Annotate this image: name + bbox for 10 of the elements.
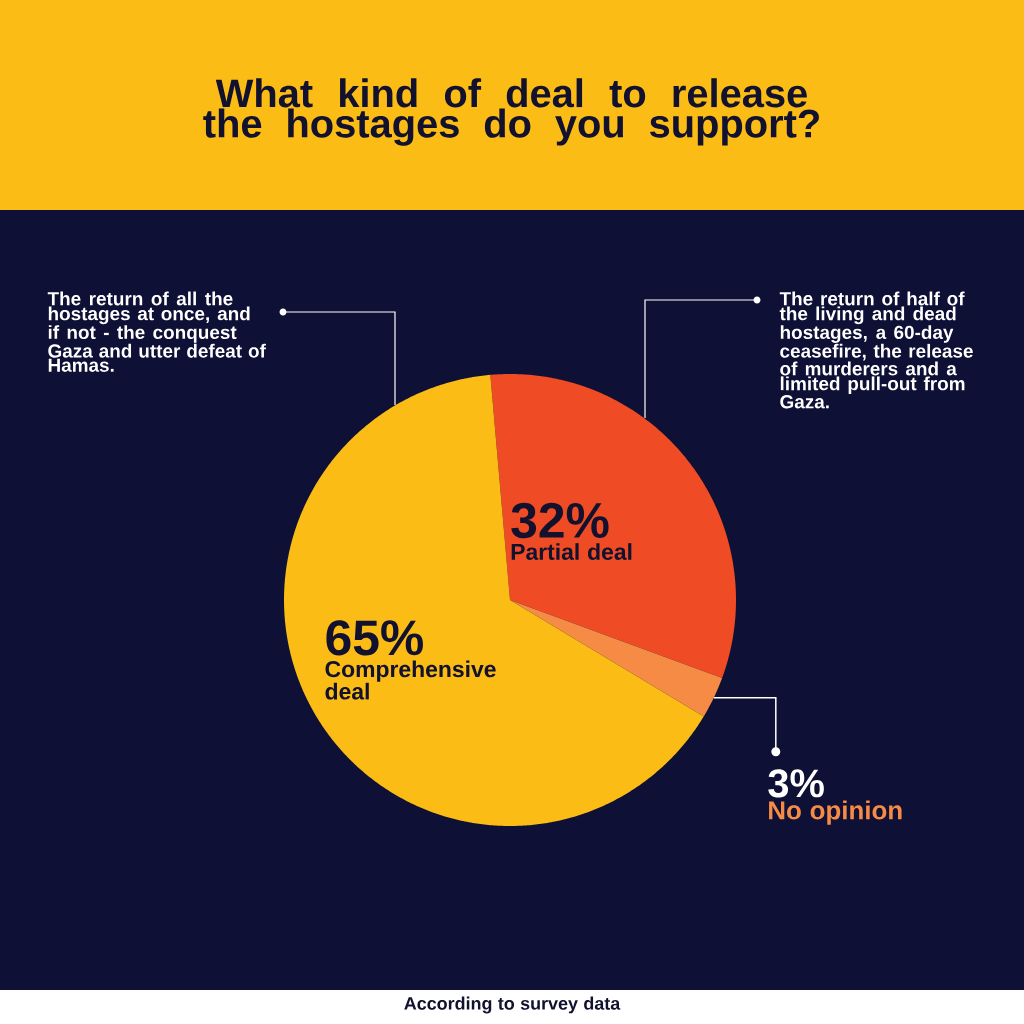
text: According to survey data: [404, 996, 621, 1014]
text: The return of all the hostages at once, and if not - the conquest Gaza and utter defeat of Hamas.: [47, 291, 266, 372]
slice-label: No opinion: [769, 800, 902, 825]
data-label: 32%: [511, 502, 609, 539]
chart-title: What kind of deal to release the hostages do you support?: [203, 78, 819, 146]
slice-label: Comprehensive deal: [325, 660, 496, 700]
data-label: 3%: [768, 769, 824, 798]
data-label: 65%: [326, 620, 423, 656]
text: The return of half of the living and dead hostages, a 60-day ceasefire, the release of murderers and a limited pull-out from Gaza.: [779, 291, 973, 409]
slice-label: Partial deal: [511, 543, 632, 560]
